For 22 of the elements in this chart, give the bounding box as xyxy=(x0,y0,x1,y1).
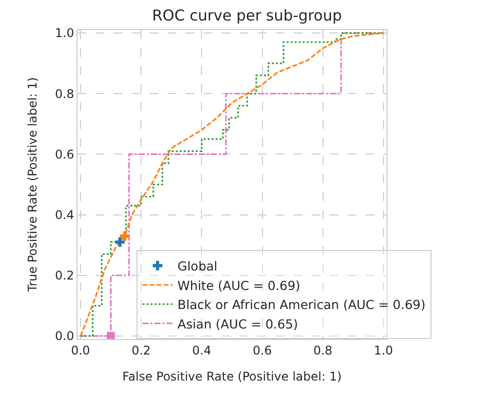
x-tick-label: 1.0 xyxy=(374,343,394,358)
y-tick-label: 0.2 xyxy=(55,268,74,283)
x-tick-label: 0.0 xyxy=(70,343,90,358)
point xyxy=(106,332,115,339)
y-tick-label: 0.6 xyxy=(55,147,74,162)
legend-label: Global xyxy=(178,258,218,274)
point xyxy=(115,237,125,247)
chart-title: ROC curve per sub-group xyxy=(152,6,342,24)
legend-label: Asian (AUC = 0.65) xyxy=(178,316,298,332)
y-tick-label: 0.8 xyxy=(55,86,74,101)
x-tick-label: 0.8 xyxy=(313,343,332,358)
y-tick-label: 1.0 xyxy=(55,26,74,40)
y-tick-label: 0.0 xyxy=(55,329,74,344)
x-tick-label: 0.4 xyxy=(192,343,212,358)
x-tick-label: 0.2 xyxy=(132,343,151,358)
y-axis-title: True Positive Rate (Positive label: 1) xyxy=(25,77,40,293)
point xyxy=(120,231,130,241)
legend-label: Black or African American (AUC = 0.69) xyxy=(178,297,426,312)
x-axis-title: False Positive Rate (Positive label: 1) xyxy=(122,369,342,384)
legend-label: White (AUC = 0.69) xyxy=(178,278,300,293)
x-tick-label: 0.6 xyxy=(252,343,272,358)
y-tick-label: 0.4 xyxy=(55,208,74,222)
